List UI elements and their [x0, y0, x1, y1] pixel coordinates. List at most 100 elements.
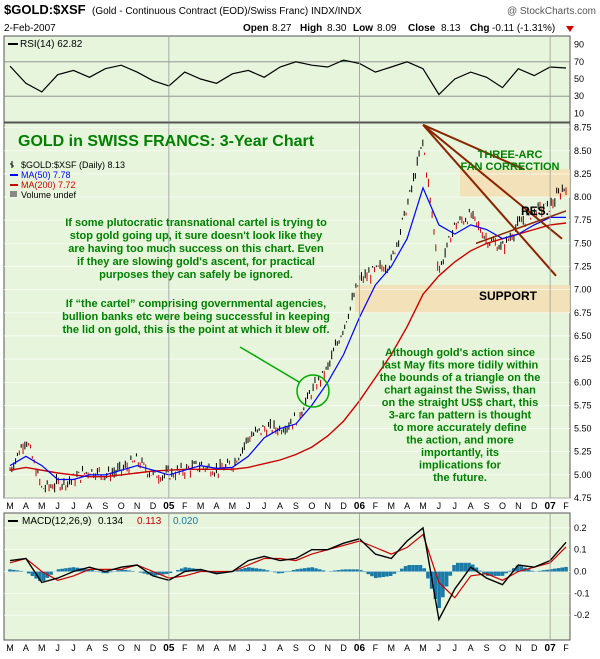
macd-hist-bar	[123, 569, 128, 572]
x-tick-label: A	[214, 643, 220, 653]
macd-hist-bar	[239, 569, 244, 572]
x-tick-label: 07	[545, 643, 557, 654]
x-tick-label: S	[102, 643, 108, 653]
macd-hist-bar	[411, 565, 415, 572]
x-tick-label: A	[404, 643, 410, 653]
macd-hist-bar	[101, 571, 106, 574]
annotation-line: the bounds of a triangle on the	[380, 372, 541, 384]
macd-hist-bar	[526, 569, 531, 572]
macd-hist-bar	[400, 568, 404, 572]
rsi-label: RSI(14) 62.82	[20, 39, 83, 50]
macd-hist-bar	[385, 571, 389, 577]
x-tick-label: O	[499, 643, 506, 653]
macd-hist-bar	[217, 571, 221, 574]
annotation-line: the future.	[433, 472, 487, 484]
x-tick-label: J	[71, 501, 76, 511]
annotation-line: Although gold's action since	[385, 347, 535, 359]
annotation-line: on the straight US$ chart, this	[382, 397, 538, 409]
macd-hist-bar	[355, 569, 359, 572]
legend-entry: MA(50) 7.78	[21, 170, 71, 180]
ma200-line	[9, 222, 567, 478]
macd-hist-bar	[332, 570, 337, 572]
macd-tick-label: 0.2	[574, 523, 587, 533]
price-tick-label: 8.00	[574, 192, 592, 202]
macd-tick-label: -0.1	[574, 588, 590, 598]
macd-hist-bar	[82, 568, 87, 572]
x-tick-label: S	[293, 501, 299, 511]
volume-icon	[10, 191, 17, 197]
x-tick-label: J	[55, 643, 60, 653]
macd-hist-bar	[302, 568, 307, 572]
x-tick-label: M	[38, 501, 46, 511]
macd-hist-bar	[314, 568, 318, 572]
chg-value: -0.11 (-1.31%)	[492, 23, 555, 34]
macd-hist-bar	[418, 565, 423, 572]
macd-hist-bar	[247, 567, 251, 572]
macd-hist-bar	[347, 569, 352, 572]
macd-hist-bar	[198, 569, 203, 572]
macd-hist-bar	[8, 569, 12, 572]
fan-pattern-annotation: Although gold's action since last May fit…	[380, 347, 541, 484]
macd-hist-bar	[508, 570, 512, 572]
x-tick-label: M	[419, 501, 427, 511]
header-symbol: $GOLD:$XSF	[4, 2, 86, 17]
macd-hist-bar	[254, 568, 259, 572]
price-tick-label: 6.75	[574, 308, 592, 318]
high-value: 8.30	[327, 23, 347, 34]
fan-line	[422, 123, 525, 171]
annotation-line: 3-arc fan pattern is thought	[389, 410, 532, 422]
macd-value: 0.134	[98, 516, 123, 527]
x-tick-label: M	[6, 501, 14, 511]
x-tick-label: N	[134, 643, 141, 653]
macd-hist-bar	[120, 569, 124, 572]
x-tick-label: S	[102, 501, 108, 511]
macd-hist-bar	[467, 562, 471, 572]
macd-hist-bar	[75, 567, 79, 572]
x-tick-label: A	[277, 643, 283, 653]
macd-hist-bar	[38, 571, 42, 582]
x-tick-label: M	[38, 643, 46, 653]
macd-hist-bar	[41, 571, 46, 581]
macd-hist-bar	[97, 571, 102, 573]
macd-hist-bar	[373, 571, 378, 579]
macd-hist-bar	[11, 569, 16, 572]
macd-hist-bar	[448, 571, 453, 576]
macd-hist-bar	[478, 570, 482, 572]
x-tick-label: A	[23, 643, 29, 653]
legend-entry: MA(200) 7.72	[21, 180, 76, 190]
macd-hist-bar	[500, 571, 505, 576]
x-tick-label: J	[246, 643, 251, 653]
macd-hist-bar	[493, 571, 497, 576]
x-tick-label: J	[453, 501, 458, 511]
macd-hist-bar	[306, 567, 311, 572]
high-label: High	[300, 23, 322, 34]
macd-hist-bar	[265, 570, 270, 572]
macd-hist-bar	[90, 570, 94, 572]
macd-hist-bar	[273, 571, 277, 573]
macd-hist-bar	[482, 571, 486, 574]
x-tick-label: O	[499, 501, 506, 511]
macd-hist-bar	[444, 571, 449, 587]
x-tick-label: M	[419, 643, 427, 653]
close-label: Close	[408, 23, 436, 34]
macd-hist-bar	[463, 562, 468, 572]
x-tick-label: J	[453, 643, 458, 653]
x-tick-label: A	[277, 501, 283, 511]
macd-hist-bar	[455, 562, 460, 572]
macd-hist-bar	[179, 568, 184, 572]
macd-hist-bar	[459, 562, 464, 572]
x-tick-label: J	[55, 501, 60, 511]
annotation-line: to more accurately define	[393, 422, 526, 434]
macd-hist-bar	[351, 569, 356, 572]
price-tick-label: 8.75	[574, 123, 592, 133]
macd-hist-bar	[344, 569, 348, 572]
macd-hist-bar	[403, 566, 408, 572]
support-label: SUPPORT	[479, 289, 538, 303]
macd-hist-bar	[452, 564, 456, 572]
x-tick-label: M	[229, 501, 237, 511]
x-tick-label: 05	[163, 501, 175, 512]
annotations: THREE-ARC FAN CORRECTION RES. SUPPORT If …	[62, 149, 559, 484]
x-tick-label: M	[197, 501, 205, 511]
macd-hist-bar	[235, 570, 240, 572]
